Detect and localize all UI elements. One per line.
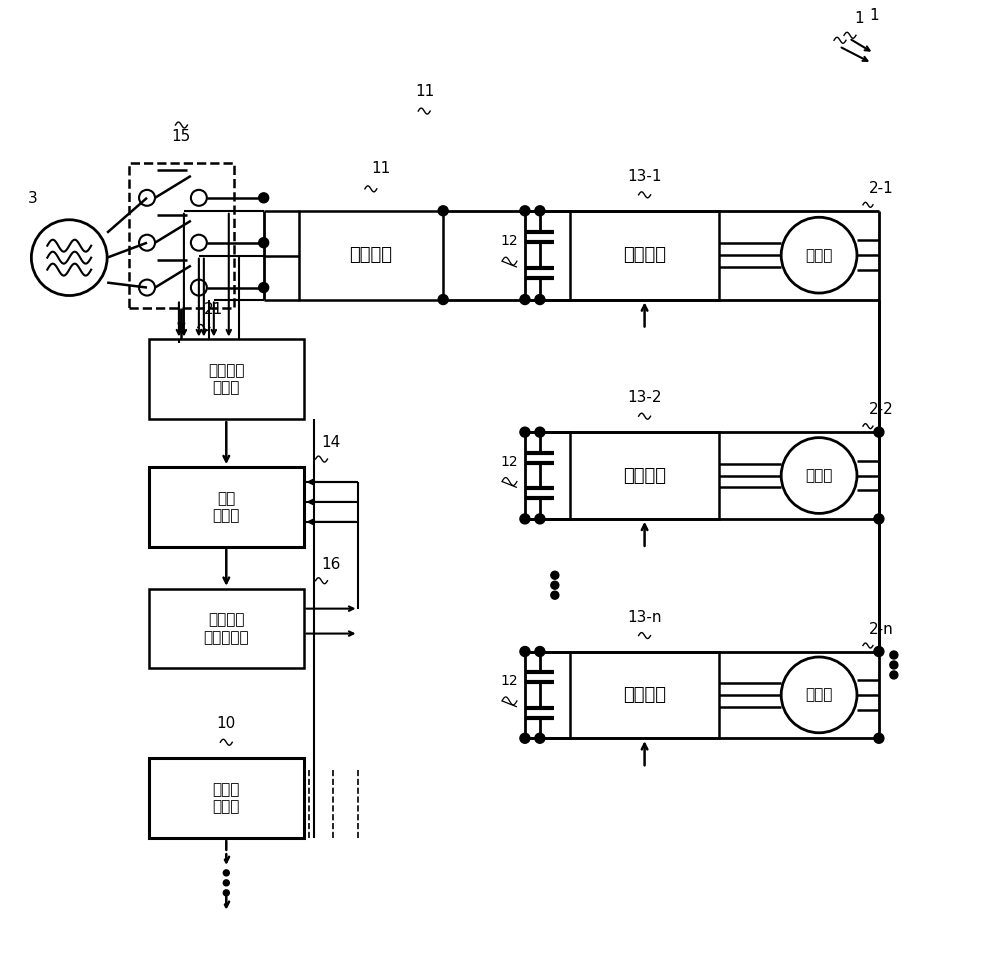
Circle shape bbox=[535, 427, 545, 437]
Bar bbox=[299, 211, 443, 300]
Text: 13-n: 13-n bbox=[627, 609, 662, 625]
Circle shape bbox=[259, 282, 269, 293]
Circle shape bbox=[551, 571, 559, 579]
Text: 16: 16 bbox=[322, 557, 341, 571]
Circle shape bbox=[551, 591, 559, 600]
Circle shape bbox=[191, 235, 207, 250]
Bar bbox=[570, 211, 719, 300]
Circle shape bbox=[520, 647, 530, 657]
Bar bbox=[570, 652, 719, 738]
Text: 电动机: 电动机 bbox=[805, 468, 833, 484]
Text: 3: 3 bbox=[27, 190, 37, 206]
Circle shape bbox=[781, 218, 857, 293]
Circle shape bbox=[890, 671, 898, 679]
Circle shape bbox=[890, 651, 898, 659]
Text: 正变换器: 正变换器 bbox=[349, 247, 392, 264]
Circle shape bbox=[551, 581, 559, 589]
Text: 12: 12 bbox=[500, 454, 518, 469]
Circle shape bbox=[191, 190, 207, 206]
Text: 逆变换器: 逆变换器 bbox=[623, 686, 666, 704]
Circle shape bbox=[223, 870, 229, 876]
Text: 逆变换器: 逆变换器 bbox=[623, 247, 666, 264]
Circle shape bbox=[535, 647, 545, 657]
Bar bbox=[149, 467, 304, 546]
Text: 2-1: 2-1 bbox=[869, 181, 894, 196]
Circle shape bbox=[438, 295, 448, 305]
Text: 21: 21 bbox=[204, 303, 223, 317]
Circle shape bbox=[139, 190, 155, 206]
Circle shape bbox=[781, 438, 857, 513]
Circle shape bbox=[191, 279, 207, 296]
Text: 11: 11 bbox=[371, 161, 390, 176]
Circle shape bbox=[874, 733, 884, 744]
Text: 1: 1 bbox=[869, 9, 879, 23]
Circle shape bbox=[520, 295, 530, 305]
Bar bbox=[129, 162, 234, 308]
Text: 13-1: 13-1 bbox=[627, 169, 662, 184]
Circle shape bbox=[874, 647, 884, 657]
Text: 逆变换器: 逆变换器 bbox=[623, 466, 666, 484]
Circle shape bbox=[535, 206, 545, 216]
Text: 15: 15 bbox=[172, 129, 191, 144]
Text: 12: 12 bbox=[500, 674, 518, 688]
Text: 10: 10 bbox=[217, 717, 236, 731]
Bar bbox=[149, 339, 304, 419]
Bar bbox=[570, 432, 719, 519]
Text: 温度
检测部: 温度 检测部 bbox=[213, 490, 240, 523]
Circle shape bbox=[890, 661, 898, 669]
Circle shape bbox=[520, 733, 530, 744]
Circle shape bbox=[781, 657, 857, 733]
Text: 2-2: 2-2 bbox=[869, 402, 894, 417]
Circle shape bbox=[259, 238, 269, 248]
Circle shape bbox=[139, 279, 155, 296]
Circle shape bbox=[535, 733, 545, 744]
Circle shape bbox=[535, 513, 545, 524]
Text: 11: 11 bbox=[416, 84, 435, 99]
Text: 13-2: 13-2 bbox=[627, 391, 662, 405]
Text: 输入电压
判定部: 输入电压 判定部 bbox=[208, 363, 245, 396]
Circle shape bbox=[535, 295, 545, 305]
Text: 电动机: 电动机 bbox=[805, 688, 833, 702]
Text: 12: 12 bbox=[500, 234, 518, 249]
Circle shape bbox=[520, 206, 530, 216]
Circle shape bbox=[259, 192, 269, 203]
Circle shape bbox=[874, 427, 884, 437]
Circle shape bbox=[520, 513, 530, 524]
Text: 1: 1 bbox=[854, 12, 864, 26]
Text: 2-n: 2-n bbox=[869, 622, 894, 636]
Bar bbox=[149, 758, 304, 838]
Circle shape bbox=[438, 206, 448, 216]
Circle shape bbox=[223, 880, 229, 886]
Circle shape bbox=[520, 427, 530, 437]
Circle shape bbox=[31, 220, 107, 296]
Bar bbox=[149, 589, 304, 668]
Text: 电动机
控制部: 电动机 控制部 bbox=[213, 782, 240, 814]
Text: 电动机: 电动机 bbox=[805, 248, 833, 263]
Circle shape bbox=[874, 513, 884, 524]
Text: 14: 14 bbox=[322, 435, 341, 450]
Text: 残余电荷
消耗控制部: 残余电荷 消耗控制部 bbox=[203, 612, 249, 645]
Circle shape bbox=[139, 235, 155, 250]
Circle shape bbox=[223, 890, 229, 895]
